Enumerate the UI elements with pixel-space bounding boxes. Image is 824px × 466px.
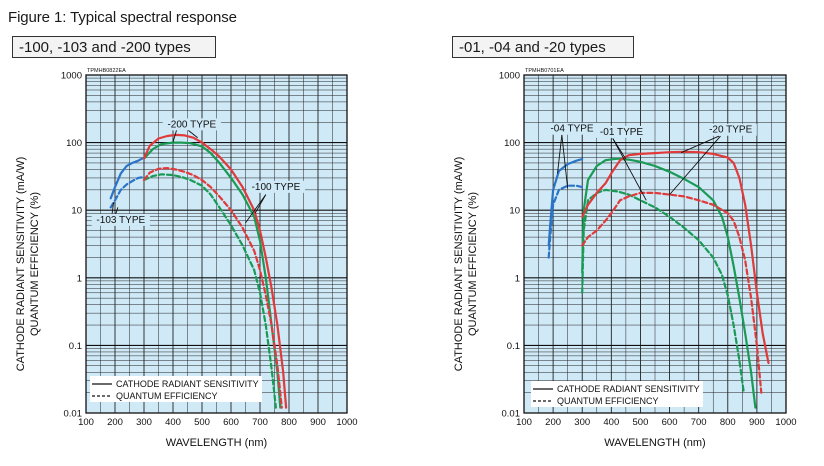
panel2-x-axis-title: WAVELENGTH (nm)	[604, 437, 705, 449]
panel2-xtick-label: 200	[545, 417, 561, 428]
panel1-series-1-radiant-sensitivity	[109, 156, 146, 200]
panel2-series-3-radiant-sensitivity	[581, 157, 757, 409]
panel2-series-2-quantum-efficiency	[547, 184, 584, 259]
panel2-xtick-label: 700	[691, 417, 707, 428]
panel2-annotation-bg	[595, 125, 648, 138]
panel1-legend-box	[90, 376, 262, 402]
panel1-xtick-label: 900	[310, 417, 326, 428]
panel2-ytick-label: 1	[515, 273, 520, 284]
panel2-xtick-label: 900	[749, 417, 765, 428]
panel2-ytick-label: 10	[509, 206, 520, 217]
panel1-legend-dashed-label: QUANTUM EFFICIENCY	[116, 391, 218, 401]
panel1-ytick-label: 1	[77, 273, 82, 284]
panel1-annotation-bg	[246, 180, 306, 193]
panel2-ytick-label: 100	[504, 138, 520, 149]
panel1-y-axis-title-1: CATHODE RADIANT SENSITIVITY (mA/W)	[15, 157, 27, 372]
panel1-series-6-quantum-efficiency	[142, 167, 283, 409]
panel1-xtick-label: 200	[107, 417, 123, 428]
panel2-annotation-leader	[669, 135, 721, 195]
panel2-legend-box	[531, 381, 703, 407]
panel1-code-label: TPMHB0822EA	[87, 68, 126, 74]
panel1-xtick-label: 300	[136, 417, 152, 428]
panel2-xtick-label: 800	[720, 417, 736, 428]
figure-title: Figure 1: Typical spectral response	[8, 9, 237, 26]
panel1-xtick-label: 500	[194, 417, 210, 428]
panel2-series-6-quantum-efficiency	[581, 191, 763, 394]
panel1-series-3-radiant-sensitivity	[142, 141, 282, 409]
panel2-ytick-label: 1000	[499, 71, 520, 82]
panel1-legend-solid-label: CATHODE RADIANT SENSITIVITY	[116, 379, 259, 389]
panel1-xtick-label: 800	[281, 417, 297, 428]
panel2-annotation-a04: -04 TYPE	[550, 124, 593, 135]
panel1-xtick-label: 1000	[336, 417, 357, 428]
panel1-series-4-quantum-efficiency	[142, 173, 277, 409]
panel2-ytick-label: 0.1	[507, 341, 520, 352]
panel1-frame	[85, 74, 348, 414]
panel1-annotation-a100: -100 TYPE	[252, 182, 301, 193]
panel1-series-2-quantum-efficiency	[109, 175, 146, 209]
panel2-annotation-leader	[681, 135, 720, 154]
panel1-xtick-label: 400	[165, 417, 181, 428]
panel1-annotation-leader	[245, 194, 267, 224]
panel1-ytick-label: 0.1	[69, 341, 82, 352]
panel1-xtick-label: 100	[78, 417, 94, 428]
panel2-legend-solid-label: CATHODE RADIANT SENSITIVITY	[557, 384, 700, 394]
panel2-xtick-label: 300	[574, 417, 590, 428]
panel1-x-axis-title: WAVELENGTH (nm)	[166, 437, 267, 449]
panel2-y-axis-title-1: CATHODE RADIANT SENSITIVITY (mA/W)	[453, 157, 465, 372]
panel2-series-4-quantum-efficiency	[581, 188, 745, 394]
panel-title-left: -100, -103 and -200 types	[12, 36, 216, 58]
panel1-ytick-label: 100	[66, 138, 82, 149]
panel1-ytick-label: 1000	[61, 71, 82, 82]
panel1-ytick-label: 0.01	[64, 409, 83, 420]
panel2-annotation-leader	[561, 134, 569, 189]
panel-title-right: -01, -04 and -20 types	[452, 36, 634, 58]
panel2-xtick-label: 600	[662, 417, 678, 428]
panel2-frame	[523, 74, 787, 414]
panel2-xtick-label: 500	[633, 417, 649, 428]
panel2-annotation-a20: -20 TYPE	[709, 125, 752, 136]
panel2-annotation-bg	[545, 122, 599, 135]
panel2-code-label: TPMHB0701EA	[525, 68, 564, 74]
panel1-y-axis-title-2: QUANTUM EFFICIENCY (%)	[29, 192, 41, 336]
panel2-y-axis-title-2: QUANTUM EFFICIENCY (%)	[467, 192, 479, 336]
panel1-annotation-bg	[162, 118, 221, 131]
panel2-annotation-bg	[704, 123, 757, 136]
panel2-legend-dashed-label: QUANTUM EFFICIENCY	[557, 396, 659, 406]
panel2-annotation-leader	[612, 138, 647, 201]
panel1-ytick-label: 10	[71, 206, 82, 217]
panel2-annotation-a01: -01 TYPE	[600, 127, 643, 138]
panel2-xtick-label: 400	[603, 417, 619, 428]
panel1-annotation-a200: -200 TYPE	[167, 119, 216, 130]
panel2-ytick-label: 0.01	[502, 409, 521, 420]
panel1-series-5-radiant-sensitivity	[142, 133, 288, 409]
panel2-xtick-label: 100	[516, 417, 532, 428]
panel2-xtick-label: 1000	[775, 417, 796, 428]
panel1-annotation-a103: -103 TYPE	[96, 215, 145, 226]
panel1-xtick-label: 700	[252, 417, 268, 428]
panel2-annotation-leader	[557, 134, 563, 174]
panel1-xtick-label: 600	[223, 417, 239, 428]
panel1-annotation-bg	[91, 213, 150, 226]
